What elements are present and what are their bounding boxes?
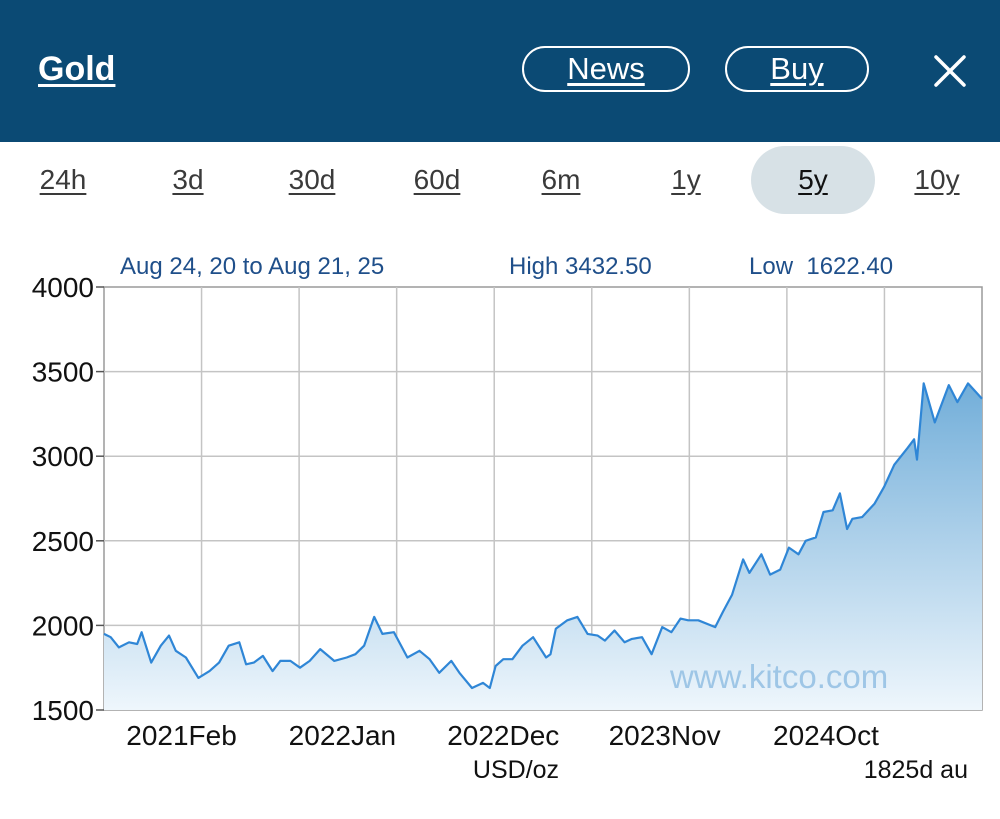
tab-1y[interactable]: 1y — [671, 164, 701, 195]
tab-60d[interactable]: 60d — [413, 164, 461, 195]
x-tick-label: 2022Jan — [289, 720, 396, 751]
high-label: High 3432.50 — [509, 253, 652, 280]
tab-10y[interactable]: 10y — [914, 164, 960, 195]
tab-30d[interactable]: 30d — [288, 164, 336, 195]
y-tick-label: 4000 — [32, 272, 94, 303]
gold-price-chart: www.kitco.com Aug 24, 20 to Aug 21, 25 H… — [32, 253, 983, 784]
gridlines — [104, 287, 982, 710]
x-tick-label: 2022Dec — [447, 720, 559, 751]
price-area — [104, 383, 982, 710]
watermark: www.kitco.com — [669, 658, 888, 695]
tab-6m[interactable]: 6m — [541, 164, 581, 195]
tab-24h[interactable]: 24h — [39, 164, 87, 195]
page-title[interactable]: Gold — [38, 50, 116, 88]
header-bar: Gold News Buy — [0, 0, 1000, 142]
y-tick-label: 3500 — [32, 357, 94, 388]
x-tick-label: 2024Oct — [773, 720, 879, 751]
close-icon[interactable] — [931, 52, 969, 90]
price-line — [103, 382, 983, 690]
tab-3d[interactable]: 3d — [172, 164, 204, 195]
period-label: 1825d au — [864, 756, 968, 784]
buy-button[interactable]: Buy — [725, 46, 869, 92]
low-label: Low 1622.40 — [749, 253, 893, 280]
tab-5y[interactable]: 5y — [751, 146, 875, 214]
x-tick-label: 2023Nov — [609, 720, 721, 751]
y-tick-label: 1500 — [32, 695, 94, 726]
unit-label: USD/oz — [473, 756, 559, 784]
y-tick-label: 2500 — [32, 526, 94, 557]
date-range-label: Aug 24, 20 to Aug 21, 25 — [120, 253, 384, 280]
x-tick-label: 2021Feb — [126, 720, 237, 751]
news-button[interactable]: News — [522, 46, 690, 92]
range-tabs: 24h 3d 30d 60d 6m 1y 5y 10y — [0, 142, 1000, 218]
y-tick-label: 3000 — [32, 441, 94, 472]
y-tick-label: 2000 — [32, 610, 94, 641]
